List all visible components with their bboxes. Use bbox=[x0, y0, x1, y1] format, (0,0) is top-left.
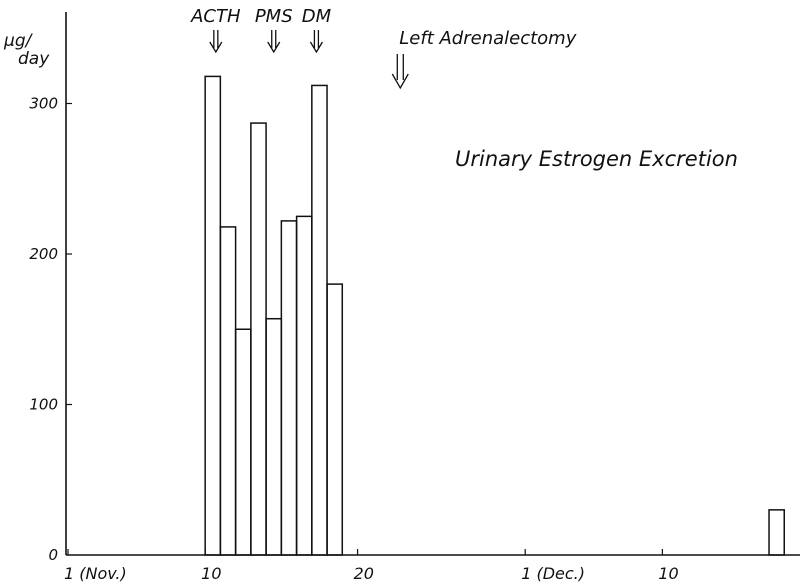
y-tick-label: 0 bbox=[48, 546, 58, 564]
x-tick-label: 1 (Nov.) bbox=[64, 564, 127, 583]
bar bbox=[204, 75, 222, 556]
x-tick-label: 1 (Dec.) bbox=[521, 564, 585, 583]
x-tick-label: 20 bbox=[354, 564, 374, 583]
y-axis-unit-bottom: day bbox=[18, 49, 50, 69]
bar bbox=[234, 328, 252, 556]
bar bbox=[265, 317, 283, 556]
chart-title: Urinary Estrogen Excretion bbox=[455, 147, 738, 171]
annotation-arrow-icon bbox=[267, 30, 281, 54]
y-tick-label: 100 bbox=[29, 396, 58, 414]
y-axis-unit-top: μg/ bbox=[3, 31, 34, 51]
annotation-label: PMS bbox=[255, 6, 293, 27]
bars bbox=[204, 75, 785, 556]
bar bbox=[768, 509, 785, 556]
annotation-arrow-icon bbox=[309, 30, 323, 54]
x-tick-label: 10 bbox=[658, 564, 678, 583]
y-tick-label: 300 bbox=[29, 95, 58, 113]
bar bbox=[311, 84, 328, 556]
annotation-double-arrow-icon bbox=[391, 54, 409, 90]
axes bbox=[65, 12, 800, 556]
annotation-label: Left Adrenalectomy bbox=[399, 28, 576, 49]
annotation-label: ACTH bbox=[190, 6, 241, 27]
annotation-label: DM bbox=[302, 6, 332, 27]
annotations: ACTH PMS DM Left Adrenalectomy bbox=[190, 6, 577, 90]
x-tick-label: 10 bbox=[201, 564, 221, 583]
bar bbox=[295, 215, 313, 556]
bar bbox=[250, 122, 267, 556]
bar bbox=[219, 226, 237, 556]
y-tick-label: 200 bbox=[29, 245, 58, 263]
bar bbox=[280, 220, 298, 556]
bar bbox=[326, 283, 344, 556]
tick-labels: 0 100 200 300 1 (Nov.) 10 20 1 (Dec.) 10 bbox=[29, 95, 678, 584]
annotation-arrow-icon bbox=[209, 30, 223, 54]
